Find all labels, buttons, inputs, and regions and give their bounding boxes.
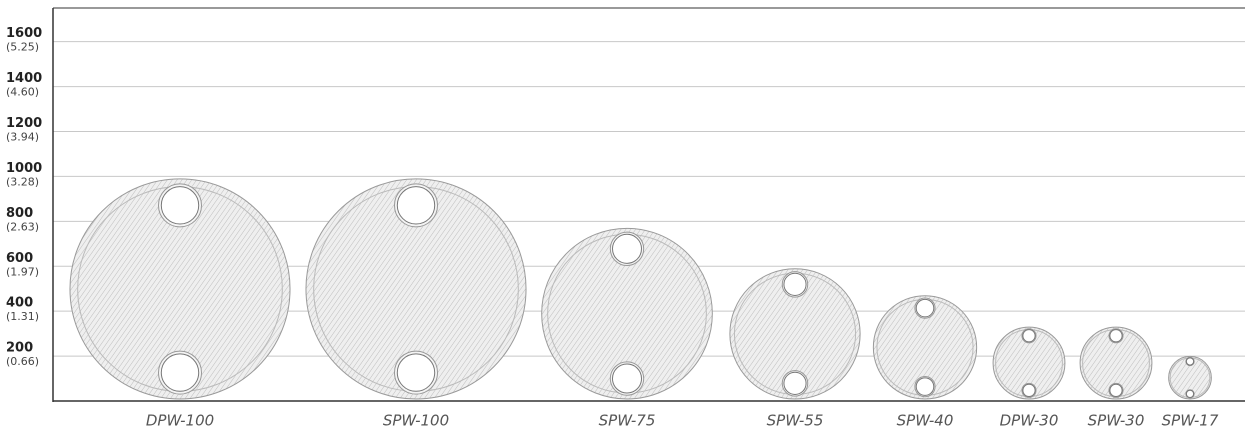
port-hole: [915, 377, 935, 396]
port-hole: [1185, 389, 1195, 399]
x-tick-label: SPW-100: [383, 412, 449, 430]
plate: [729, 268, 861, 400]
plate: [305, 178, 527, 400]
y-tick-label: 1400: [6, 71, 42, 86]
y-tick-label: 1000: [6, 161, 42, 176]
port-hole: [160, 186, 200, 225]
y-tick-label: 1200: [6, 116, 42, 131]
x-tick-label: SPW-75: [599, 412, 656, 430]
y-tick-label: 600: [6, 251, 33, 266]
port-hole: [1109, 383, 1123, 397]
port-hole: [915, 298, 935, 318]
x-tick-label: SPW-40: [897, 412, 954, 430]
y-tick-sublabel: (1.97): [6, 265, 39, 278]
y-tick-sublabel: (3.94): [6, 131, 39, 144]
y-tick-sublabel: (2.63): [6, 220, 39, 233]
port-hole: [1022, 329, 1036, 343]
port-hole: [1185, 357, 1195, 366]
plate: [992, 326, 1066, 400]
plate: [1168, 355, 1212, 400]
y-tick-sublabel: (1.31): [6, 310, 39, 323]
x-tick-label: SPW-17: [1162, 412, 1219, 430]
port-hole: [1109, 329, 1123, 343]
y-tick-label: 200: [6, 341, 33, 356]
port-hole: [783, 272, 807, 296]
plate: [872, 295, 978, 400]
y-tick-label: 400: [6, 296, 33, 311]
plate: [1079, 326, 1153, 400]
plate: [69, 178, 291, 400]
x-tick-label: DPW-100: [146, 412, 214, 430]
y-tick-sublabel: (5.25): [6, 41, 39, 54]
port-hole: [396, 353, 436, 392]
port-hole: [160, 353, 200, 392]
plate: [541, 227, 713, 400]
y-tick-sublabel: (3.28): [6, 175, 39, 188]
x-tick-label: SPW-30: [1088, 412, 1145, 430]
port-hole: [611, 233, 643, 264]
y-tick-label: 1600: [6, 26, 42, 41]
y-tick-label: 800: [6, 206, 33, 221]
port-hole: [611, 363, 643, 394]
port-hole: [783, 371, 807, 395]
port-hole: [1022, 383, 1036, 397]
y-tick-sublabel: (0.66): [6, 355, 39, 368]
port-hole: [396, 186, 436, 225]
y-tick-sublabel: (4.60): [6, 86, 39, 99]
x-tick-label: SPW-55: [767, 412, 824, 430]
x-tick-label: DPW-30: [1000, 412, 1059, 430]
